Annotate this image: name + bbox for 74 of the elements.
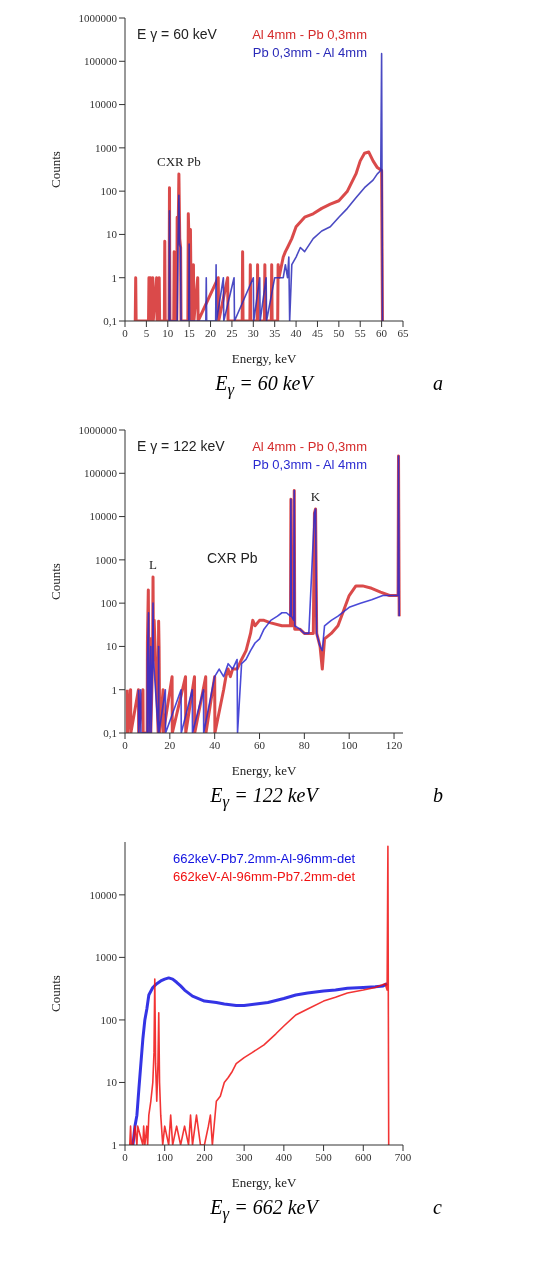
y-tick-label: 10000	[89, 510, 118, 523]
x-tick-label: 15	[183, 326, 196, 339]
y-tick-label: 10	[106, 640, 118, 653]
y-tick-label: 100	[100, 185, 118, 198]
x-tick-label: 0	[122, 1150, 129, 1163]
x-tick-label: 60	[376, 326, 388, 339]
x-tick-label: 25	[226, 326, 238, 339]
x-tick-label: 300	[235, 1150, 253, 1163]
x-tick-label: 45	[311, 326, 324, 339]
x-tick-label: 0	[122, 738, 129, 751]
x-tick-label: 60	[254, 738, 266, 751]
x-tick-label: 40	[290, 326, 303, 339]
x-tick-label: 20	[164, 738, 176, 751]
x-tick-label: 600	[355, 1150, 373, 1163]
x-tick-label: 5	[143, 326, 150, 339]
x-axis-title: Energy, keV	[231, 763, 297, 778]
text: E$_{γ}$ = 662 keV	[209, 1196, 321, 1224]
annotation: K	[310, 488, 321, 504]
y-tick-label: 1000	[95, 553, 118, 566]
y-tick-label: 1	[111, 683, 117, 696]
x-tick-label: 120	[385, 738, 403, 751]
x-tick-label: 50	[333, 326, 345, 339]
annotation: CXR Pb	[157, 153, 201, 169]
x-tick-label: 35	[269, 326, 281, 339]
x-tick-label: 65	[397, 326, 409, 339]
y-tick-label: 100000	[84, 467, 118, 480]
x-tick-label: 100	[340, 738, 358, 751]
y-tick-label: 1000000	[78, 423, 118, 436]
y-tick-label: 1000000	[78, 11, 118, 24]
x-tick-label: 30	[247, 326, 260, 339]
x-tick-label: 55	[354, 326, 367, 339]
y-axis-title: Counts	[47, 563, 63, 600]
y-tick-label: 100	[100, 1013, 118, 1026]
annotation: E γ = 60 keV	[137, 26, 217, 42]
x-tick-label: 100	[156, 1150, 174, 1163]
x-tick-label: 0	[122, 326, 129, 339]
y-tick-label: 10	[106, 1076, 118, 1089]
y-tick-label: 1	[111, 271, 117, 284]
y-axis-title: Counts	[47, 151, 63, 188]
x-tick-label: 400	[275, 1150, 293, 1163]
y-tick-label: 10000	[89, 98, 118, 111]
x-tick-label: 10	[162, 326, 174, 339]
y-tick-label: 100000	[84, 55, 118, 68]
text: c	[433, 1196, 442, 1219]
x-tick-label: 80	[298, 738, 311, 751]
y-tick-label: 1000	[95, 141, 118, 154]
text: 662keV-Al-96mm-Pb7.2mm-det	[171, 868, 357, 886]
y-tick-label: 10000	[89, 888, 118, 901]
x-tick-label: 20	[205, 326, 217, 339]
y-tick-label: 1000	[95, 951, 118, 964]
text: Al 4mm - Pb 0,3mm	[252, 438, 367, 456]
annotation: E γ = 122 keV	[137, 438, 225, 454]
text: E$_{γ}$ = 60 keV	[214, 372, 316, 400]
y-tick-label: 10	[106, 228, 118, 241]
annotation: CXR Pb	[207, 550, 258, 566]
text: Pb 0,3mm - Al 4mm	[252, 456, 367, 474]
annotation: L	[149, 557, 158, 573]
x-tick-label: 200	[196, 1150, 214, 1163]
y-tick-label: 0,1	[103, 314, 117, 327]
y-tick-label: 0,1	[103, 726, 117, 739]
y-axis-title: Counts	[47, 975, 63, 1012]
x-tick-label: 500	[315, 1150, 333, 1163]
text: Al 4mm - Pb 0,3mm	[252, 26, 367, 44]
text: b	[433, 784, 443, 807]
text: 662keV-Pb7.2mm-Al-96mm-det	[171, 850, 357, 868]
series-label: Pb 0,3mm - Al 4mm	[252, 44, 367, 62]
y-tick-label: 100	[100, 597, 118, 610]
text: E$_{γ}$ = 122 keV	[209, 784, 321, 812]
text: a	[433, 372, 443, 395]
x-tick-label: 40	[209, 738, 221, 751]
x-axis-title: Energy, keV	[231, 351, 297, 366]
x-tick-label: 700	[394, 1150, 412, 1163]
x-axis-title: Energy, keV	[231, 1175, 297, 1190]
y-tick-label: 1	[111, 1138, 117, 1151]
